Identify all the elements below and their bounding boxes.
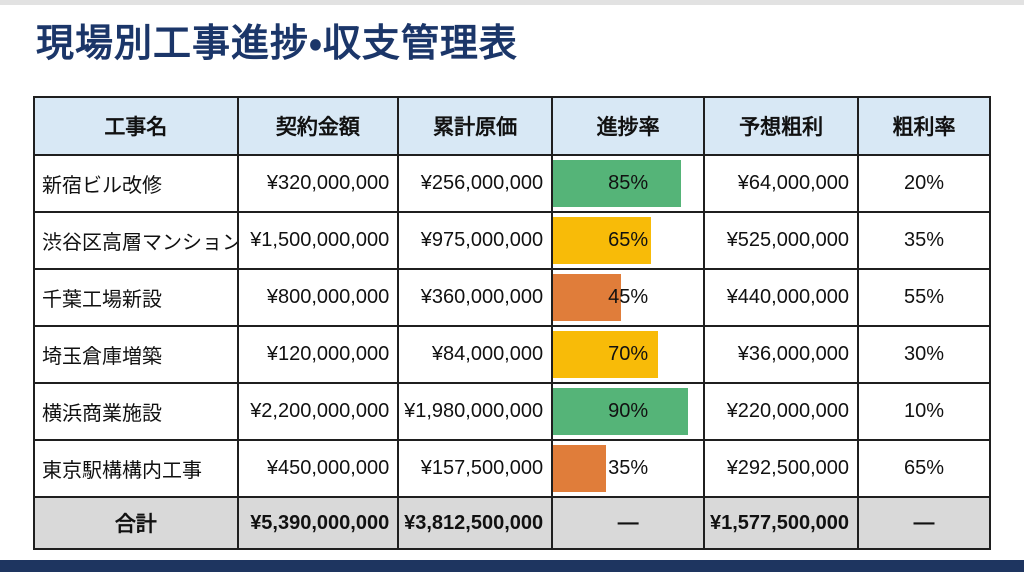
progress-bar [554,388,689,435]
table-row: 渋谷区高層マンション ¥1,500,000,000 ¥975,000,000 6… [33,211,991,270]
cell-gross-margin: 30% [857,325,991,384]
progress-bar [554,445,606,492]
table-total-row: 合計 ¥5,390,000,000 ¥3,812,500,000 — ¥1,57… [33,496,991,550]
cell-project-name: 横浜商業施設 [33,382,239,441]
top-edge-artifact [0,0,1024,5]
cell-contract-amount: ¥2,200,000,000 [236,382,400,441]
cell-contract-amount: ¥320,000,000 [236,154,400,213]
cell-project-name: 東京駅構構内工事 [33,439,239,498]
cell-contract-amount: ¥800,000,000 [236,268,400,327]
cell-progress-rate: 35% [551,439,706,498]
cell-contract-amount: ¥1,500,000,000 [236,211,400,270]
header-contract-amount: 契約金額 [236,96,400,156]
header-expected-gross-profit: 予想粗利 [703,96,860,156]
total-label: 合計 [33,496,239,550]
slide-footer-bar [0,560,1024,572]
cell-progress-rate: 65% [551,211,706,270]
cell-progress-rate: 85% [551,154,706,213]
cell-expected-gross-profit: ¥64,000,000 [703,154,860,213]
table-row: 横浜商業施設 ¥2,200,000,000 ¥1,980,000,000 90%… [33,382,991,441]
total-gross-margin-dash: — [857,496,991,550]
cell-gross-margin: 65% [857,439,991,498]
cell-progress-rate: 70% [551,325,706,384]
progress-report-table: 工事名 契約金額 累計原価 進捗率 予想粗利 粗利率 新宿ビル改修 ¥320,0… [33,96,991,550]
cell-cumulative-cost: ¥360,000,000 [397,268,554,327]
progress-bar [554,217,651,264]
cell-gross-margin: 10% [857,382,991,441]
table-row: 千葉工場新設 ¥800,000,000 ¥360,000,000 45% ¥44… [33,268,991,327]
progress-bar [554,331,659,378]
cell-expected-gross-profit: ¥292,500,000 [703,439,860,498]
cell-progress-rate: 90% [551,382,706,441]
progress-bar [554,274,621,321]
cell-project-name: 渋谷区高層マンション [33,211,239,270]
total-contract-amount: ¥5,390,000,000 [236,496,400,550]
table-row: 新宿ビル改修 ¥320,000,000 ¥256,000,000 85% ¥64… [33,154,991,213]
cell-progress-rate: 45% [551,268,706,327]
cell-project-name: 新宿ビル改修 [33,154,239,213]
table-header-row: 工事名 契約金額 累計原価 進捗率 予想粗利 粗利率 [33,96,991,156]
header-project-name: 工事名 [33,96,239,156]
cell-cumulative-cost: ¥975,000,000 [397,211,554,270]
cell-cumulative-cost: ¥157,500,000 [397,439,554,498]
cell-contract-amount: ¥450,000,000 [236,439,400,498]
cell-contract-amount: ¥120,000,000 [236,325,400,384]
header-cumulative-cost: 累計原価 [397,96,554,156]
progress-label: 35% [608,457,649,479]
cell-project-name: 千葉工場新設 [33,268,239,327]
total-expected-gross-profit: ¥1,577,500,000 [703,496,860,550]
progress-label: 85% [608,172,649,194]
cell-cumulative-cost: ¥256,000,000 [397,154,554,213]
page-title: 現場別工事進捗・収支管理表 [36,23,518,65]
cell-cumulative-cost: ¥84,000,000 [397,325,554,384]
progress-label: 70% [608,343,649,365]
cell-cumulative-cost: ¥1,980,000,000 [397,382,554,441]
header-gross-margin: 粗利率 [857,96,991,156]
cell-expected-gross-profit: ¥440,000,000 [703,268,860,327]
total-cumulative-cost: ¥3,812,500,000 [397,496,554,550]
progress-label: 65% [608,229,649,251]
progress-label: 45% [608,286,649,308]
cell-gross-margin: 20% [857,154,991,213]
cell-expected-gross-profit: ¥220,000,000 [703,382,860,441]
total-progress-dash: — [551,496,706,550]
table-row: 埼玉倉庫増築 ¥120,000,000 ¥84,000,000 70% ¥36,… [33,325,991,384]
cell-gross-margin: 35% [857,211,991,270]
cell-gross-margin: 55% [857,268,991,327]
progress-bar [554,160,681,207]
progress-label: 90% [608,400,649,422]
cell-project-name: 埼玉倉庫増築 [33,325,239,384]
header-progress-rate: 進捗率 [551,96,706,156]
cell-expected-gross-profit: ¥525,000,000 [703,211,860,270]
table-row: 東京駅構構内工事 ¥450,000,000 ¥157,500,000 35% ¥… [33,439,991,498]
cell-expected-gross-profit: ¥36,000,000 [703,325,860,384]
